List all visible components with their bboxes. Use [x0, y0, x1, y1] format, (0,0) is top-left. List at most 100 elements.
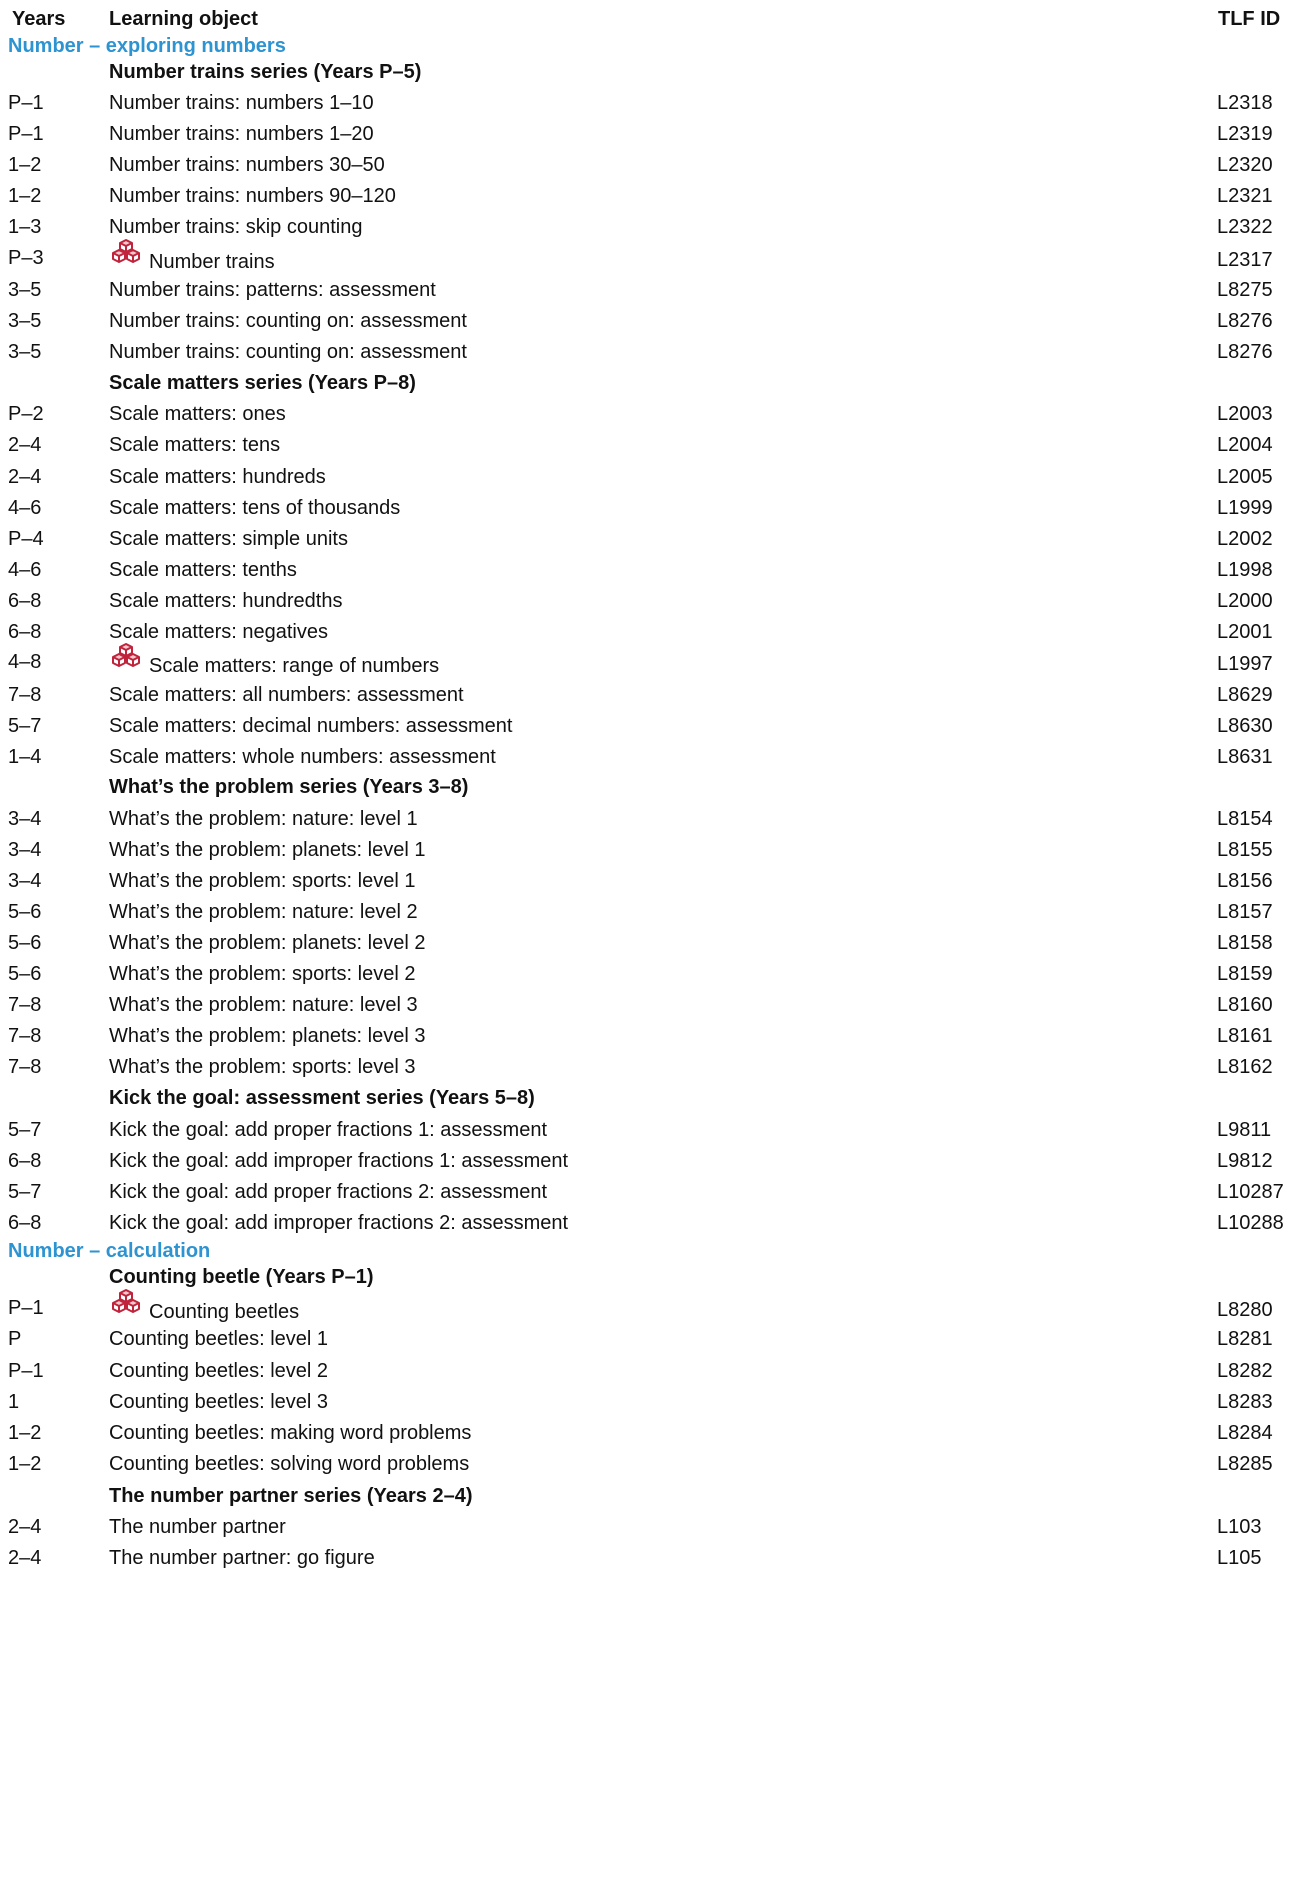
years-cell: 7–8	[8, 994, 42, 1016]
section-title: Number – exploring numbers	[8, 35, 286, 57]
learning-object-title[interactable]: What’s the problem: planets: level 3	[109, 1025, 426, 1047]
learning-object-title[interactable]: Scale matters: hundredths	[109, 590, 343, 612]
learning-object-title[interactable]: Scale matters: range of numbers	[149, 655, 440, 677]
learning-object-title[interactable]: Scale matters: negatives	[109, 621, 328, 643]
learning-object-cell: The number partner: go figure	[109, 1546, 375, 1570]
learning-object-title[interactable]: Scale matters: whole numbers: assessment	[109, 746, 496, 768]
learning-object-cell: What’s the problem: sports: level 1	[109, 869, 415, 893]
years-cell: 7–8	[8, 1025, 42, 1047]
tlf-id-cell: L8283	[1217, 1391, 1273, 1413]
learning-object-cell: Number trains: numbers 90–120	[109, 184, 396, 208]
learning-object-title[interactable]: Scale matters: hundreds	[109, 466, 326, 488]
learning-object-cell: Scale matters: hundreds	[109, 465, 326, 489]
learning-object-title[interactable]: What’s the problem: nature: level 2	[109, 901, 418, 923]
learning-object-cell: What’s the problem: nature: level 1	[109, 807, 418, 831]
years-cell: 3–5	[8, 310, 42, 332]
learning-object-title[interactable]: Counting beetles	[149, 1301, 300, 1323]
tlf-id-cell: L8159	[1217, 963, 1273, 985]
learning-object-title[interactable]: Kick the goal: add proper fractions 1: a…	[109, 1119, 548, 1141]
learning-object-title[interactable]: Number trains	[149, 251, 275, 273]
tlf-id-cell: L2002	[1217, 528, 1273, 550]
tlf-id-cell: L8157	[1217, 901, 1273, 923]
learning-object-cell: What’s the problem: planets: level 1	[109, 838, 425, 862]
learning-object-cell: Number trains: numbers 1–10	[109, 91, 374, 115]
tlf-id-cell: L2004	[1217, 434, 1273, 456]
learning-object-title[interactable]: What’s the problem: sports: level 1	[109, 870, 416, 892]
learning-object-cell: What’s the problem: nature: level 2	[109, 900, 418, 924]
learning-object-title[interactable]: Counting beetles: level 3	[109, 1391, 329, 1413]
tlf-id-cell: L1997	[1217, 653, 1273, 675]
learning-object-cell: Scale matters: ones	[109, 402, 286, 426]
learning-object-title[interactable]: What’s the problem: sports: level 2	[109, 963, 416, 985]
learning-object-title[interactable]: Number trains: skip counting	[109, 216, 363, 238]
tlf-id-cell: L10287	[1217, 1181, 1284, 1203]
learning-object-title[interactable]: Number trains: counting on: assessment	[109, 341, 467, 363]
years-cell: 6–8	[8, 621, 42, 643]
tlf-id-cell: L9812	[1217, 1150, 1273, 1172]
learning-object-cell: Scale matters: simple units	[109, 527, 348, 551]
learning-object-title[interactable]: Scale matters: decimal numbers: assessme…	[109, 715, 513, 737]
learning-object-title[interactable]: What’s the problem: sports: level 3	[109, 1056, 416, 1078]
learning-object-title[interactable]: Scale matters: simple units	[109, 528, 348, 550]
tlf-id-cell: L8280	[1217, 1299, 1273, 1321]
learning-object-title[interactable]: Scale matters: tens of thousands	[109, 497, 401, 519]
years-cell: 3–5	[8, 279, 42, 301]
years-cell: P–1	[8, 92, 44, 114]
learning-object-title[interactable]: The number partner	[109, 1516, 286, 1538]
years-cell: 3–4	[8, 870, 42, 892]
learning-object-title[interactable]: Number trains: numbers 90–120	[109, 185, 396, 207]
header-learning-object: Learning object	[109, 8, 258, 30]
years-cell: 1	[8, 1391, 20, 1413]
tlf-id-cell: L8285	[1217, 1453, 1273, 1475]
learning-object-title[interactable]: Kick the goal: add improper fractions 1:…	[109, 1150, 569, 1172]
learning-object-cell: What’s the problem: planets: level 3	[109, 1024, 425, 1048]
tlf-id-cell: L8629	[1217, 684, 1273, 706]
years-cell: 5–7	[8, 715, 42, 737]
learning-object-title[interactable]: Number trains: patterns: assessment	[109, 279, 436, 301]
learning-object-title[interactable]: Scale matters: tens	[109, 434, 281, 456]
learning-object-title[interactable]: Counting beetles: level 1	[109, 1328, 329, 1350]
learning-object-title[interactable]: Scale matters: all numbers: assessment	[109, 684, 464, 706]
learning-object-cell: Number trains: patterns: assessment	[109, 278, 436, 302]
learning-object-title[interactable]: Number trains: numbers 30–50	[109, 154, 385, 176]
learning-object-title[interactable]: The number partner: go figure	[109, 1547, 375, 1569]
learning-object-title[interactable]: Counting beetles: making word problems	[109, 1422, 472, 1444]
years-cell: 1–2	[8, 154, 42, 176]
learning-object-title[interactable]: Kick the goal: add improper fractions 2:…	[109, 1212, 569, 1234]
learning-object-title[interactable]: Number trains: numbers 1–10	[109, 92, 374, 114]
learning-object-title[interactable]: What’s the problem: nature: level 3	[109, 994, 418, 1016]
learning-object-title[interactable]: Number trains: numbers 1–20	[109, 123, 374, 145]
series-title: Counting beetle (Years P–1)	[109, 1266, 374, 1288]
tlf-id-cell: L2005	[1217, 466, 1273, 488]
tlf-id-cell: L1998	[1217, 559, 1273, 581]
years-cell: 6–8	[8, 590, 42, 612]
years-cell: 1–3	[8, 216, 42, 238]
years-cell: P–2	[8, 403, 44, 425]
learning-object-title[interactable]: What’s the problem: planets: level 2	[109, 932, 426, 954]
learning-object-cell: The number partner	[109, 1515, 286, 1539]
learning-object-cell: What’s the problem: planets: level 2	[109, 931, 425, 955]
learning-object-cell: Kick the goal: add improper fractions 2:…	[109, 1211, 568, 1235]
years-cell: 4–6	[8, 497, 42, 519]
learning-object-title[interactable]: What’s the problem: nature: level 1	[109, 808, 418, 830]
learning-object-title[interactable]: Counting beetles: level 2	[109, 1360, 329, 1382]
learning-object-title[interactable]: Scale matters: ones	[109, 403, 286, 425]
tlf-id-cell: L9811	[1217, 1119, 1272, 1141]
learning-object-title[interactable]: Counting beetles: solving word problems	[109, 1453, 470, 1475]
learning-object-cell: Scale matters: all numbers: assessment	[109, 683, 464, 707]
tlf-id-cell: L8276	[1217, 341, 1273, 363]
learning-object-title[interactable]: Kick the goal: add proper fractions 2: a…	[109, 1181, 548, 1203]
learning-object-cell: Number trains	[109, 239, 275, 274]
learning-object-cell: What’s the problem: nature: level 3	[109, 993, 418, 1017]
series-title: Kick the goal: assessment series (Years …	[109, 1087, 535, 1109]
learning-object-title[interactable]: Scale matters: tenths	[109, 559, 297, 581]
learning-object-cell: Number trains: counting on: assessment	[109, 340, 467, 364]
years-cell: 3–5	[8, 341, 42, 363]
learning-object-cell: Scale matters: tens of thousands	[109, 496, 400, 520]
learning-object-title[interactable]: Number trains: counting on: assessment	[109, 310, 467, 332]
years-cell: 3–4	[8, 808, 42, 830]
learning-object-title[interactable]: What’s the problem: planets: level 1	[109, 839, 426, 861]
tlf-id-cell: L2321	[1217, 185, 1273, 207]
years-cell: 2–4	[8, 1516, 42, 1538]
years-cell: 6–8	[8, 1150, 42, 1172]
